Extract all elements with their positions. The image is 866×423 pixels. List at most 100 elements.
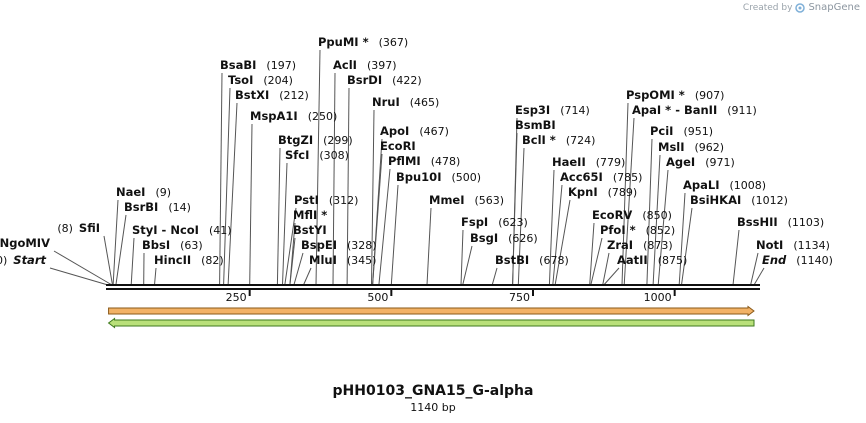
- site-label-ecori[interactable]: EcoRI: [380, 139, 416, 153]
- site-label-pcii[interactable]: PciI (951): [650, 124, 713, 138]
- site-label-haeii[interactable]: HaeII (779): [552, 155, 625, 169]
- site-name: Start: [13, 253, 46, 267]
- site-label-hincii[interactable]: HincII (82): [154, 253, 224, 267]
- site-label-acli[interactable]: AclI (397): [333, 58, 397, 72]
- site-label-pfoi-[interactable]: PfoI * (852): [600, 223, 675, 237]
- site-name: NaeI: [116, 185, 145, 199]
- site-leader-38: [590, 237, 603, 286]
- site-position: (397): [367, 59, 397, 72]
- site-label-styi-ncoi[interactable]: StyI - NcoI (41): [132, 223, 232, 237]
- site-label-btgzi[interactable]: BtgZI (299): [278, 133, 353, 147]
- site-name: MluI: [309, 253, 337, 267]
- site-name: EcoRV: [592, 208, 632, 222]
- site-position: (1134): [793, 239, 830, 252]
- site-leader-21: [346, 87, 350, 286]
- site-label-acc65i[interactable]: Acc65I (785): [560, 170, 642, 184]
- site-position: (789): [608, 186, 638, 199]
- site-label-esp3i[interactable]: Esp3I (714): [515, 103, 590, 117]
- site-position: (250): [308, 110, 338, 123]
- snapgene-credit: Created by SnapGene: [743, 2, 860, 13]
- site-label-bsabi[interactable]: BsaBI (197): [220, 58, 296, 72]
- site-label-noti[interactable]: NotI (1134): [756, 238, 830, 252]
- site-leader-10: [227, 102, 238, 286]
- site-label-naei[interactable]: NaeI (9): [116, 185, 171, 199]
- site-label-apoi[interactable]: ApoI (467): [380, 124, 449, 138]
- site-leader-11: [249, 123, 253, 286]
- site-label-fspi[interactable]: FspI (623): [461, 215, 528, 229]
- site-label-bsihkai[interactable]: BsiHKAI (1012): [690, 193, 788, 207]
- site-label-mfli-[interactable]: MflI *: [293, 208, 327, 222]
- site-leader-13: [282, 162, 288, 286]
- site-leader-25: [378, 168, 391, 286]
- site-label-msli[interactable]: MslI (962): [658, 140, 724, 154]
- site-label-ngomiv[interactable]: (7)NgoMIV: [0, 236, 50, 250]
- site-label-kpni[interactable]: KpnI (789): [568, 185, 637, 199]
- site-position: (911): [727, 104, 757, 117]
- site-label-start[interactable]: (0) Start: [0, 253, 46, 267]
- site-position: (212): [279, 89, 309, 102]
- site-leader-34: [548, 169, 555, 286]
- site-label-bcli-[interactable]: BclI * (724): [522, 133, 595, 147]
- site-name: FspI: [461, 215, 488, 229]
- site-name: Esp3I: [515, 103, 550, 117]
- site-leader-17: [293, 252, 304, 286]
- site-label-apai-banii[interactable]: ApaI * - BanII (911): [632, 103, 757, 117]
- site-label-zrai[interactable]: ZraI (873): [607, 238, 673, 252]
- site-leader-9: [223, 87, 231, 286]
- site-leader-36: [554, 199, 571, 286]
- site-name: EcoRI: [380, 139, 416, 153]
- site-leader-1: [53, 250, 113, 286]
- site-leader-40: [603, 267, 620, 286]
- site-label-bstyi[interactable]: BstYI: [293, 223, 327, 237]
- site-label-ecorv[interactable]: EcoRV (850): [592, 208, 672, 222]
- site-label-mmei[interactable]: MmeI (563): [429, 193, 504, 207]
- site-label-mlui[interactable]: MluI (345): [309, 253, 376, 267]
- site-name: BssHII: [737, 215, 778, 229]
- site-leader-7: [154, 267, 157, 286]
- site-position: (299): [323, 134, 353, 147]
- site-label-mspa1i[interactable]: MspA1I (250): [250, 109, 337, 123]
- site-position: (41): [209, 224, 232, 237]
- site-position: (873): [643, 239, 673, 252]
- site-position: (63): [180, 239, 203, 252]
- site-label-nrui[interactable]: NruI (465): [372, 95, 439, 109]
- site-label-bstxi[interactable]: BstXI (212): [235, 88, 309, 102]
- site-leader-24: [372, 153, 383, 286]
- site-label-end[interactable]: End (1140): [762, 253, 833, 267]
- site-label-agei[interactable]: AgeI (971): [666, 155, 735, 169]
- site-label-ppumi-[interactable]: PpuMI * (367): [318, 35, 408, 49]
- site-label-bsrbi[interactable]: BsrBI (14): [124, 200, 191, 214]
- site-label-pspomi-[interactable]: PspOMI * (907): [626, 88, 724, 102]
- site-label-psti[interactable]: PstI (312): [294, 193, 358, 207]
- site-position: (563): [475, 194, 505, 207]
- site-position: (465): [410, 96, 440, 109]
- site-label-sfci[interactable]: SfcI (308): [285, 148, 349, 162]
- site-label-pflmi[interactable]: PflMI (478): [388, 154, 460, 168]
- site-position: (1103): [788, 216, 825, 229]
- site-label-bbsi[interactable]: BbsI (63): [142, 238, 203, 252]
- site-label-bsshii[interactable]: BssHII (1103): [737, 215, 824, 229]
- site-label-sfii[interactable]: (8) SfiI: [57, 221, 100, 235]
- site-position: (0): [0, 254, 7, 267]
- site-name: ApaI * - BanII: [632, 103, 717, 117]
- site-label-bstbi[interactable]: BstBI (678): [495, 253, 569, 267]
- site-position: (478): [431, 155, 461, 168]
- site-leader-16: [289, 237, 296, 286]
- site-label-tsoi[interactable]: TsoI (204): [228, 73, 293, 87]
- reverse-feature-arrow[interactable]: [107, 317, 755, 329]
- site-label-apali[interactable]: ApaLI (1008): [683, 178, 766, 192]
- site-label-bpu10i[interactable]: Bpu10I (500): [396, 170, 481, 184]
- site-leader-30: [491, 267, 498, 286]
- site-label-bspei[interactable]: BspEI (328): [301, 238, 377, 252]
- site-label-bsrdi[interactable]: BsrDI (422): [347, 73, 422, 87]
- site-position: (467): [419, 125, 449, 138]
- site-name: BbsI: [142, 238, 170, 252]
- site-label-aatii[interactable]: AatII (875): [617, 253, 687, 267]
- forward-feature-arrow[interactable]: [108, 305, 755, 317]
- site-name: Bpu10I: [396, 170, 441, 184]
- credit-prefix: Created by: [742, 2, 793, 13]
- site-label-bsgi[interactable]: BsgI (626): [470, 231, 538, 245]
- site-label-bsmbi[interactable]: BsmBI: [515, 118, 556, 132]
- feature-arrows: [107, 305, 755, 329]
